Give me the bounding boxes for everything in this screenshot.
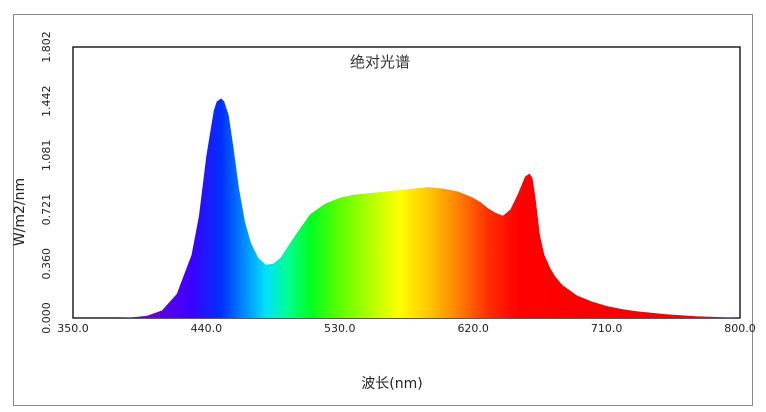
spectrum-area xyxy=(73,98,740,319)
y-tick-label: 1.442 xyxy=(40,85,53,117)
x-tick-label: 620.0 xyxy=(457,322,489,335)
x-axis-ticks: 350.0 440.0 530.0 620.0 710.0 800.0 xyxy=(57,322,756,335)
y-axis-title: W/m2/nm xyxy=(12,178,28,246)
x-tick-label: 350.0 xyxy=(57,322,89,335)
y-tick-label: 0.360 xyxy=(40,248,53,280)
x-tick-label: 800.0 xyxy=(724,322,756,335)
x-axis-title: 波长(nm) xyxy=(361,376,422,392)
y-tick-label: 0.721 xyxy=(40,194,53,226)
x-tick-label: 710.0 xyxy=(591,322,623,335)
x-tick-label: 440.0 xyxy=(191,322,223,335)
y-tick-label: 1.802 xyxy=(40,31,53,63)
chart-title: 绝对光谱 xyxy=(350,53,410,71)
y-tick-label: 0.000 xyxy=(40,302,53,334)
y-tick-label: 1.081 xyxy=(40,140,53,172)
y-axis-ticks: 0.000 0.360 0.721 1.081 1.442 1.802 xyxy=(40,31,53,334)
x-tick-label: 530.0 xyxy=(324,322,356,335)
